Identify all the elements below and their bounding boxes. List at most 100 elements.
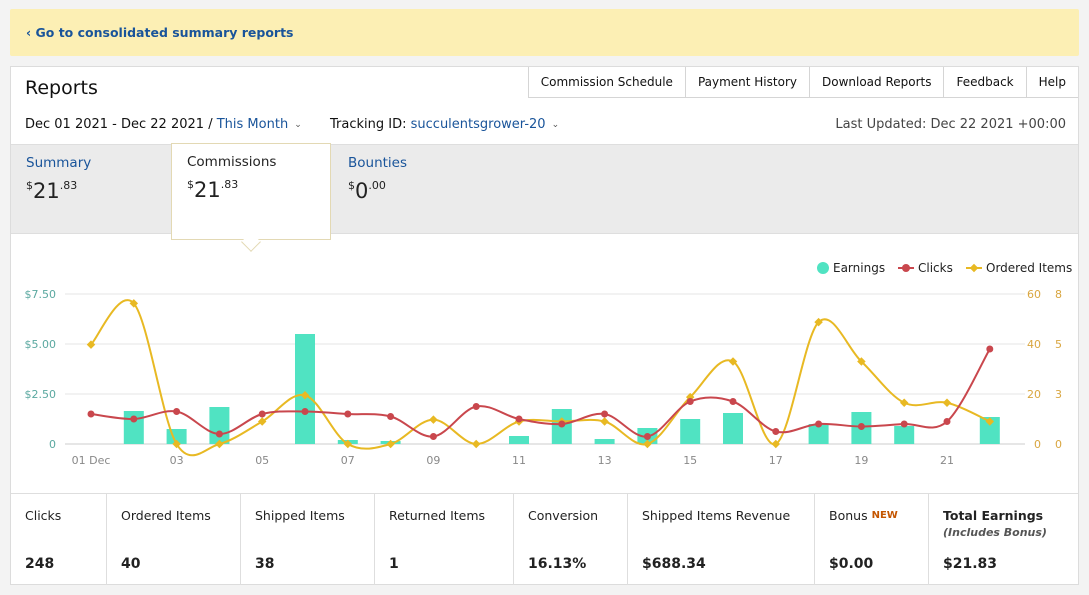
new-badge: NEW bbox=[871, 510, 898, 521]
x-tick-label: 21 bbox=[940, 454, 954, 467]
y-right-clicks-tick-label: 60 bbox=[1027, 288, 1041, 301]
legend-earnings-label: Earnings bbox=[833, 261, 885, 275]
earnings-bar bbox=[808, 424, 829, 444]
metric-sublabel: (Includes Bonus) bbox=[943, 526, 1047, 539]
metric-label: Ordered Items bbox=[121, 508, 211, 523]
clicks-point bbox=[215, 430, 223, 438]
x-tick-label: 15 bbox=[683, 454, 697, 467]
x-tick-label: 01 Dec bbox=[72, 454, 111, 467]
y-right-ordered-tick-label: 0 bbox=[1055, 438, 1062, 451]
tab-summary[interactable]: Summary $21.83 bbox=[11, 145, 171, 235]
ordered-items-point bbox=[429, 415, 438, 424]
metric-label: Conversion bbox=[528, 508, 599, 523]
legend-clicks-label: Clicks bbox=[918, 261, 953, 275]
date-separator: / bbox=[208, 117, 213, 132]
x-tick-label: 09 bbox=[426, 454, 440, 467]
legend-earnings-swatch bbox=[817, 262, 829, 274]
chevron-down-icon[interactable]: ⌄ bbox=[294, 120, 302, 130]
metric-conversion: Conversion 16.13% bbox=[514, 494, 628, 585]
clicks-point bbox=[130, 415, 138, 423]
tracking-id-dropdown[interactable]: succulentsgrower-20 bbox=[410, 117, 546, 132]
ordered-items-point bbox=[215, 439, 224, 449]
tab-bounties[interactable]: Bounties $0.00 bbox=[333, 145, 493, 235]
metric-label: Clicks bbox=[25, 508, 62, 523]
ordered-items-point bbox=[600, 417, 609, 426]
earnings-bar bbox=[723, 413, 743, 444]
ordered-items-point bbox=[942, 398, 952, 407]
ordered-items-point bbox=[129, 299, 139, 308]
tracking-id-label: Tracking ID: bbox=[330, 117, 407, 132]
earnings-bar bbox=[594, 439, 615, 444]
metrics-row: Clicks 248 Ordered Items 40 Shipped Item… bbox=[11, 493, 1078, 585]
clicks-point bbox=[986, 345, 994, 353]
y-left-tick-label: $2.50 bbox=[25, 388, 57, 401]
earnings-chart: $7.50 $5.00 $2.50 0 60 40 20 0 8 5 3 0 01 Dec 03 05 07 0… bbox=[25, 261, 1073, 467]
metric-label: Bonus NEW bbox=[829, 508, 898, 523]
ordered-items-point bbox=[985, 417, 995, 426]
nav-feedback[interactable]: Feedback bbox=[943, 67, 1026, 98]
x-tick-label: 17 bbox=[769, 454, 783, 467]
ordered-items-point bbox=[343, 439, 353, 449]
commissions-amount: $21.83 bbox=[187, 178, 239, 202]
nav-help[interactable]: Help bbox=[1025, 67, 1078, 98]
earnings-bar bbox=[209, 407, 230, 444]
y-right-ordered-tick-label: 5 bbox=[1055, 338, 1062, 351]
earnings-bar bbox=[894, 426, 915, 444]
legend-ordered-label: Ordered Items bbox=[986, 261, 1072, 275]
ordered-items-point bbox=[814, 317, 823, 327]
clicks-point bbox=[515, 415, 523, 423]
last-updated-text: Last Updated: Dec 22 2021 +00:00 bbox=[835, 117, 1066, 132]
back-to-consolidated-link[interactable]: ‹ Go to consolidated summary reports bbox=[26, 25, 294, 40]
y-right-ordered-tick-label: 3 bbox=[1055, 388, 1062, 401]
metric-label: Returned Items bbox=[389, 508, 486, 523]
metric-bonus: Bonus NEW $0.00 bbox=[815, 494, 929, 585]
chevron-down-icon[interactable]: ⌄ bbox=[551, 120, 560, 130]
metric-label: Shipped Items bbox=[255, 508, 345, 523]
nav-payment-history[interactable]: Payment History bbox=[684, 67, 809, 98]
reports-panel: Reports Commission Schedule Payment Hist… bbox=[10, 66, 1079, 585]
x-tick-label: 13 bbox=[598, 454, 612, 467]
clicks-point bbox=[900, 420, 908, 428]
metric-value: 248 bbox=[25, 556, 55, 572]
clicks-point bbox=[643, 433, 651, 440]
page-title: Reports bbox=[25, 77, 98, 99]
earnings-bar bbox=[680, 419, 701, 444]
metric-shipped-items: Shipped Items 38 bbox=[241, 494, 375, 585]
x-tick-label: 07 bbox=[341, 454, 355, 467]
metric-clicks: Clicks 248 bbox=[11, 494, 107, 585]
clicks-point bbox=[301, 408, 309, 415]
tab-bounties-label: Bounties bbox=[348, 155, 408, 171]
nav-commission-schedule[interactable]: Commission Schedule bbox=[527, 67, 685, 98]
ordered-items-point bbox=[471, 439, 481, 449]
tab-commissions[interactable]: Commissions $21.83 bbox=[171, 143, 331, 239]
tab-summary-label: Summary bbox=[26, 155, 92, 171]
clicks-point bbox=[472, 403, 480, 410]
clicks-point bbox=[601, 410, 609, 418]
x-tick-label: 11 bbox=[512, 454, 526, 467]
metric-value: $0.00 bbox=[829, 556, 874, 572]
y-right-clicks-tick-label: 40 bbox=[1027, 338, 1041, 351]
period-dropdown[interactable]: This Month bbox=[216, 117, 289, 132]
ordered-items-point bbox=[86, 340, 96, 349]
clicks-point bbox=[173, 408, 181, 415]
ordered-items-point bbox=[771, 439, 781, 449]
y-right-ordered-tick-label: 8 bbox=[1055, 288, 1062, 301]
clicks-point bbox=[429, 433, 437, 440]
metric-value: 16.13% bbox=[528, 556, 587, 572]
ordered-items-point bbox=[643, 439, 652, 449]
metric-value: 1 bbox=[389, 556, 399, 572]
metric-label: Total Earnings bbox=[943, 508, 1044, 523]
nav-download-reports[interactable]: Download Reports bbox=[808, 67, 944, 98]
earnings-bar bbox=[295, 334, 315, 444]
x-tick-label: 05 bbox=[255, 454, 269, 467]
metric-label: Shipped Items Revenue bbox=[642, 508, 791, 523]
summary-tabs: Summary $21.83 Commissions $21.83 Bounti… bbox=[11, 143, 1078, 239]
ordered-items-point bbox=[172, 439, 181, 449]
tab-commissions-label: Commissions bbox=[187, 154, 277, 170]
ordered-items-point bbox=[300, 391, 310, 400]
metric-shipped-revenue: Shipped Items Revenue $688.34 bbox=[628, 494, 815, 585]
x-tick-label: 03 bbox=[170, 454, 184, 467]
ordered-items-point bbox=[899, 398, 909, 407]
legend-ordered-swatch bbox=[969, 263, 979, 273]
clicks-point bbox=[857, 423, 865, 430]
